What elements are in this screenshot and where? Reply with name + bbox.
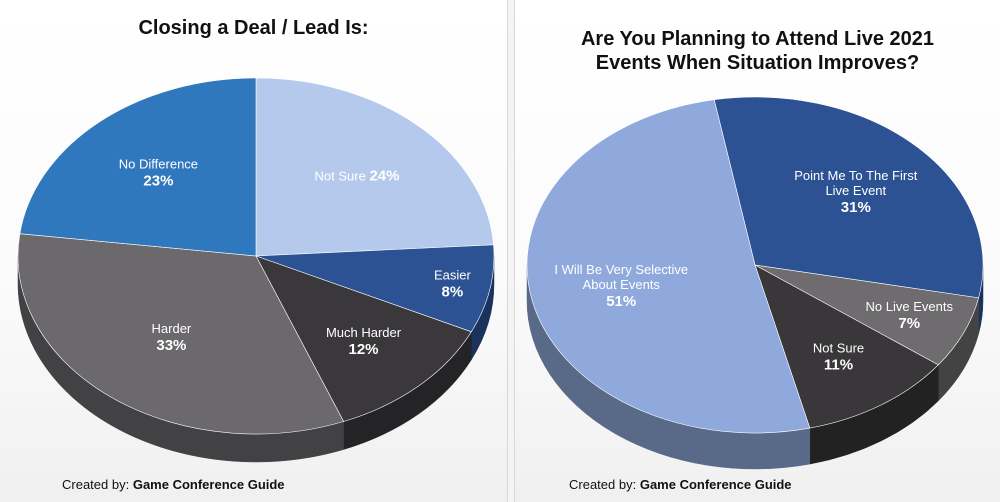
slice-label-name: I Will Be Very Selective bbox=[554, 262, 688, 277]
slice-label-percent: 24% bbox=[369, 168, 399, 185]
slice-label-name: About Events bbox=[583, 277, 661, 292]
slice-label-percent: 12% bbox=[349, 341, 379, 358]
pie-slice-point-me-to-the-first-live-event bbox=[713, 96, 984, 299]
slice-label-name: Not Sure bbox=[315, 169, 370, 184]
left-chart-panel: Closing a Deal / Lead Is: Not Sure 24% Ea… bbox=[0, 0, 508, 502]
slice-label-percent: 33% bbox=[156, 337, 186, 354]
slice-label-percent: 8% bbox=[442, 284, 464, 301]
pie-slice-easier bbox=[255, 244, 495, 333]
slice-label-name: Much Harder bbox=[326, 325, 402, 340]
slice-label-not-sure: Not Sure 24% bbox=[315, 168, 400, 185]
slice-label-percent: 11% bbox=[824, 357, 853, 374]
right-chart-title-line-2: Events When Situation Improves? bbox=[595, 52, 920, 74]
slice-label-percent: 51% bbox=[606, 293, 636, 310]
slice-label-percent: 7% bbox=[898, 315, 920, 332]
pie-slice-no-difference bbox=[19, 77, 257, 257]
left-chart-title: Closing a Deal / Lead Is: bbox=[0, 16, 507, 40]
right-credit: Created by: Game Conference Guide bbox=[569, 477, 792, 492]
slice-label-name: Live Event bbox=[825, 183, 886, 198]
right-chart-panel: Are You Planning to Attend Live 2021 Eve… bbox=[514, 0, 1000, 502]
slice-label-name: Easier bbox=[434, 268, 472, 283]
pie-slice-not-sure bbox=[754, 264, 939, 429]
credit-source: Game Conference Guide bbox=[639, 477, 792, 492]
slice-label-name: Not Sure bbox=[813, 341, 864, 356]
right-chart-title-line-1: Are You Planning to Attend Live 2021 bbox=[580, 28, 935, 50]
slice-label-name: Harder bbox=[152, 321, 192, 336]
credit-prefix: Created by: bbox=[569, 477, 637, 492]
left-credit: Created by: Game Conference Guide bbox=[62, 477, 285, 492]
credit-source: Game Conference Guide bbox=[132, 477, 285, 492]
pie-slice-much-harder bbox=[255, 255, 472, 422]
left-chart-title-text: Closing a Deal / Lead Is: bbox=[138, 17, 369, 39]
slice-label-name: No Live Events bbox=[866, 299, 954, 314]
slice-label-percent: 23% bbox=[143, 173, 173, 190]
pie-slice-not-sure bbox=[255, 77, 494, 257]
slice-label-text: Not Sure 24% bbox=[315, 168, 400, 185]
pie-slice-harder bbox=[17, 233, 345, 435]
slice-label-name: No Difference bbox=[119, 157, 198, 172]
panel-divider bbox=[508, 0, 514, 502]
credit-prefix: Created by: bbox=[62, 477, 130, 492]
slice-label-percent: 31% bbox=[841, 199, 871, 216]
pie-slice-i-will-be-very-selective-about-events bbox=[526, 99, 811, 434]
slice-label-name: Point Me To The First bbox=[794, 168, 917, 183]
right-chart-title: Are You Planning to Attend Live 2021 Eve… bbox=[515, 27, 1000, 75]
